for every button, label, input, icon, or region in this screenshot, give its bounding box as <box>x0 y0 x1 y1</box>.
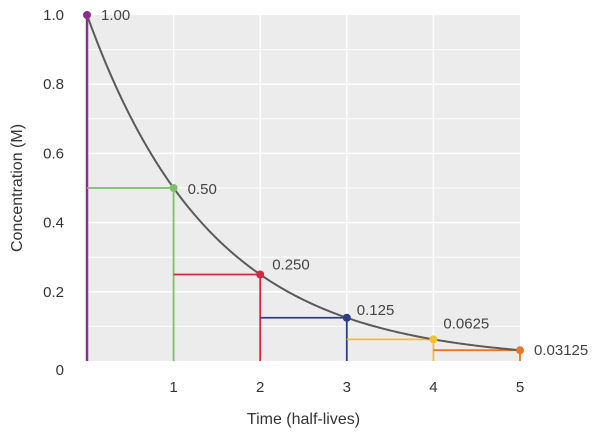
data-point-5 <box>516 346 524 355</box>
x-tick-label-3: 4 <box>429 379 437 396</box>
x-tick-label-2: 3 <box>343 379 351 396</box>
x-tick-label-4: 5 <box>516 379 524 396</box>
decay-curve <box>86 14 521 352</box>
data-points <box>83 11 524 355</box>
data-label-5: 0.03125 <box>534 342 588 359</box>
data-label-0: 1.00 <box>101 7 130 24</box>
y-tick-label-4: 0.8 <box>43 76 64 93</box>
data-label-2: 0.250 <box>272 257 310 274</box>
data-label-3: 0.125 <box>357 302 395 319</box>
data-point-1 <box>169 184 178 192</box>
y-tick-labels: 0 0.2 0.4 0.6 0.8 1.0 <box>43 7 64 379</box>
data-point-3 <box>342 313 351 322</box>
data-point-2 <box>256 270 265 279</box>
y-axis-label: Concentration (M) <box>9 124 26 252</box>
y-tick-label-5: 1.0 <box>43 7 64 24</box>
data-labels: 1.00 0.50 0.250 0.125 0.0625 0.03125 <box>101 7 588 359</box>
x-tick-labels: 1 2 3 4 5 <box>169 379 524 396</box>
y-tick-label-2: 0.4 <box>43 215 64 232</box>
x-axis-label: Time (half-lives) <box>247 411 360 428</box>
y-tick-label-0: 0 <box>56 362 64 379</box>
data-point-4 <box>429 335 438 344</box>
y-tick-label-3: 0.6 <box>43 145 64 162</box>
data-label-4: 0.0625 <box>443 315 489 332</box>
half-life-guides <box>85 15 521 361</box>
y-tick-label-1: 0.2 <box>43 284 64 301</box>
data-label-1: 0.50 <box>188 181 217 198</box>
data-point-0 <box>83 11 91 19</box>
x-tick-label-0: 1 <box>169 379 177 396</box>
x-tick-label-1: 2 <box>256 379 264 396</box>
